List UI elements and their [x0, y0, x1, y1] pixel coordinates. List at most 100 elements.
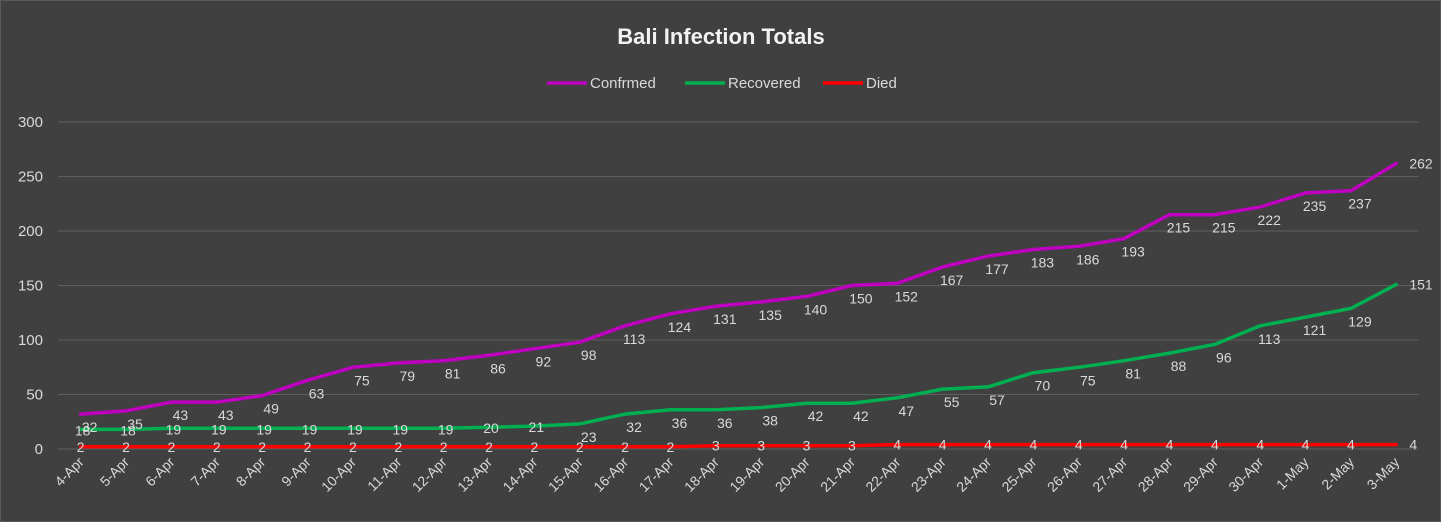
- data-label: 4: [1120, 437, 1128, 453]
- y-tick-label: 100: [18, 332, 43, 349]
- x-tick-label: 23-Apr: [908, 454, 949, 495]
- chart-title: Bali Infection Totals: [617, 24, 824, 49]
- x-tick-label: 9-Apr: [278, 454, 314, 490]
- data-label: 4: [1075, 437, 1083, 453]
- data-label: 19: [211, 421, 227, 437]
- legend-label: Recovered: [728, 75, 801, 92]
- series-line-0: [78, 161, 1399, 416]
- x-tick-label: 19-Apr: [726, 454, 767, 495]
- y-tick-label: 200: [18, 223, 43, 240]
- data-label: 86: [490, 360, 506, 376]
- data-label: 18: [75, 422, 91, 438]
- x-tick-label: 11-Apr: [364, 454, 405, 495]
- data-label: 183: [1031, 255, 1055, 271]
- x-tick-label: 8-Apr: [233, 454, 269, 490]
- y-axis: 0 50 100 150 200 250 300: [18, 114, 43, 458]
- y-tick-label: 250: [18, 169, 43, 186]
- data-label: 4: [1166, 437, 1174, 453]
- data-label: 81: [445, 366, 461, 382]
- series-line-1: [78, 282, 1399, 432]
- data-label: 4: [1409, 437, 1417, 453]
- data-label: 2: [576, 439, 584, 455]
- data-label: 215: [1167, 220, 1191, 236]
- data-label: 177: [985, 261, 1009, 277]
- x-tick-label: 12-Apr: [409, 454, 450, 495]
- data-label: 2: [77, 439, 85, 455]
- data-label: 2: [530, 439, 538, 455]
- data-label: 2: [168, 439, 176, 455]
- data-label: 4: [984, 437, 992, 453]
- x-tick-label: 1-May: [1273, 454, 1312, 493]
- x-tick-label: 6-Apr: [142, 454, 178, 490]
- x-tick-label: 27-Apr: [1089, 454, 1130, 495]
- data-label: 32: [82, 419, 98, 435]
- data-label: 222: [1258, 212, 1282, 228]
- x-tick-label: 20-Apr: [772, 454, 813, 495]
- y-tick-label: 150: [18, 278, 43, 295]
- data-label: 20: [483, 420, 499, 436]
- data-label: 121: [1303, 322, 1327, 338]
- x-tick-label: 3-May: [1364, 454, 1403, 493]
- data-label: 4: [1211, 437, 1219, 453]
- data-label: 129: [1348, 313, 1372, 329]
- data-label: 42: [853, 408, 869, 424]
- legend-label: Confrmed: [590, 75, 656, 92]
- data-label: 193: [1121, 244, 1145, 260]
- x-tick-label: 14-Apr: [499, 454, 540, 495]
- data-label: 42: [808, 408, 824, 424]
- data-label: 235: [1303, 198, 1327, 214]
- data-label: 2: [621, 439, 629, 455]
- data-label: 43: [173, 407, 189, 423]
- x-tick-label: 16-Apr: [590, 454, 631, 495]
- data-label: 4: [893, 437, 901, 453]
- data-label: 55: [944, 394, 960, 410]
- gridlines: [58, 121, 1419, 450]
- data-label: 19: [347, 421, 363, 437]
- data-label: 49: [263, 401, 279, 417]
- data-label: 2: [122, 439, 130, 455]
- data-label: 79: [399, 368, 415, 384]
- data-label: 2: [440, 439, 448, 455]
- data-label: 2: [349, 439, 357, 455]
- x-tick-label: 25-Apr: [998, 454, 1039, 495]
- data-label: 140: [804, 301, 828, 317]
- data-label: 18: [120, 422, 136, 438]
- data-label: 4: [1302, 437, 1310, 453]
- x-tick-label: 26-Apr: [1044, 454, 1085, 495]
- x-tick-label: 24-Apr: [953, 454, 994, 495]
- x-tick-label: 7-Apr: [187, 454, 223, 490]
- data-label: 152: [895, 288, 919, 304]
- data-label: 237: [1348, 196, 1372, 212]
- legend-label: Died: [866, 75, 897, 92]
- data-label: 131: [713, 311, 737, 327]
- x-tick-label: 17-Apr: [636, 454, 677, 495]
- data-label: 113: [623, 331, 646, 347]
- x-axis: 4-Apr 5-Apr 6-Apr 7-Apr 8-Apr 9-Apr 10-Apr 11-A…: [51, 454, 1402, 495]
- data-label: 151: [1409, 276, 1433, 292]
- y-tick-label: 50: [26, 387, 43, 404]
- x-tick-label: 10-Apr: [318, 454, 359, 495]
- x-tick-label: 4-Apr: [51, 454, 87, 490]
- data-label: 36: [672, 415, 688, 431]
- data-label: 19: [166, 421, 182, 437]
- x-tick-label: 28-Apr: [1135, 454, 1176, 495]
- data-label: 57: [989, 392, 1005, 408]
- data-label: 3: [848, 438, 856, 454]
- data-label: 38: [762, 413, 778, 429]
- data-label: 92: [536, 354, 552, 370]
- data-label: 70: [1035, 378, 1051, 394]
- x-tick-label: 15-Apr: [545, 454, 586, 495]
- y-tick-label: 300: [18, 114, 43, 131]
- data-label: 19: [392, 421, 408, 437]
- series-line-2: [78, 442, 1399, 449]
- data-label: 43: [218, 407, 234, 423]
- data-label: 2: [485, 439, 493, 455]
- legend: Confrmed Recovered Died: [547, 75, 897, 92]
- data-label: 98: [581, 347, 597, 363]
- data-label: 75: [1080, 372, 1096, 388]
- data-label: 4: [939, 437, 947, 453]
- data-label: 75: [354, 372, 370, 388]
- x-tick-label: 18-Apr: [681, 454, 722, 495]
- x-tick-label: 22-Apr: [862, 454, 903, 495]
